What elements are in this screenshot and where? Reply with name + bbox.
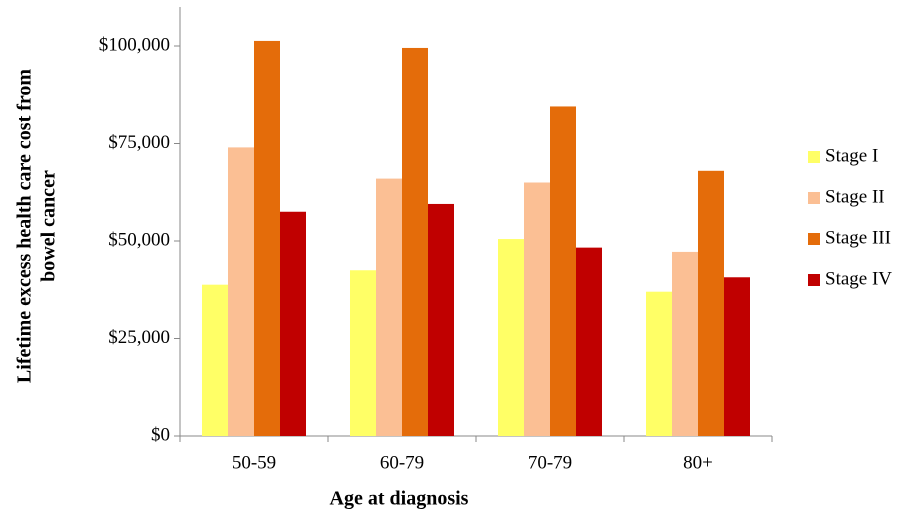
bar (672, 251, 698, 436)
y-tick-label: $0 (151, 424, 170, 445)
legend-label: Stage II (825, 186, 885, 207)
y-tick-label: $25,000 (108, 327, 170, 348)
bar (280, 211, 306, 436)
bar (428, 203, 454, 436)
x-tick-label: 70-79 (528, 452, 572, 473)
legend-swatch (808, 151, 820, 163)
bar (646, 291, 672, 436)
bar (254, 40, 280, 437)
bar (402, 47, 428, 436)
bar (724, 277, 750, 436)
bar (576, 247, 602, 436)
bar (202, 284, 228, 436)
legend-label: Stage IV (825, 268, 892, 289)
bar (376, 178, 402, 436)
x-tick-label: 60-79 (380, 452, 424, 473)
bar (550, 106, 576, 436)
bar (698, 170, 724, 437)
legend-swatch (808, 233, 820, 245)
y-axis-title: bowel cancer (38, 170, 60, 282)
bar (350, 270, 376, 436)
x-tick-label: 80+ (683, 452, 713, 473)
bar (498, 239, 524, 436)
legend-swatch (808, 192, 820, 204)
x-axis-title: Age at diagnosis (330, 488, 469, 510)
legend-label: Stage I (825, 145, 878, 166)
bar (524, 182, 550, 436)
y-tick-label: $75,000 (108, 132, 170, 153)
bar (228, 147, 254, 436)
y-tick-label: $50,000 (108, 229, 170, 250)
y-tick-label: $100,000 (99, 34, 170, 55)
y-axis-title: Lifetime excess health care cost from (14, 69, 36, 383)
legend-swatch (808, 274, 820, 286)
legend-label: Stage III (825, 227, 891, 248)
x-tick-label: 50-59 (232, 452, 276, 473)
